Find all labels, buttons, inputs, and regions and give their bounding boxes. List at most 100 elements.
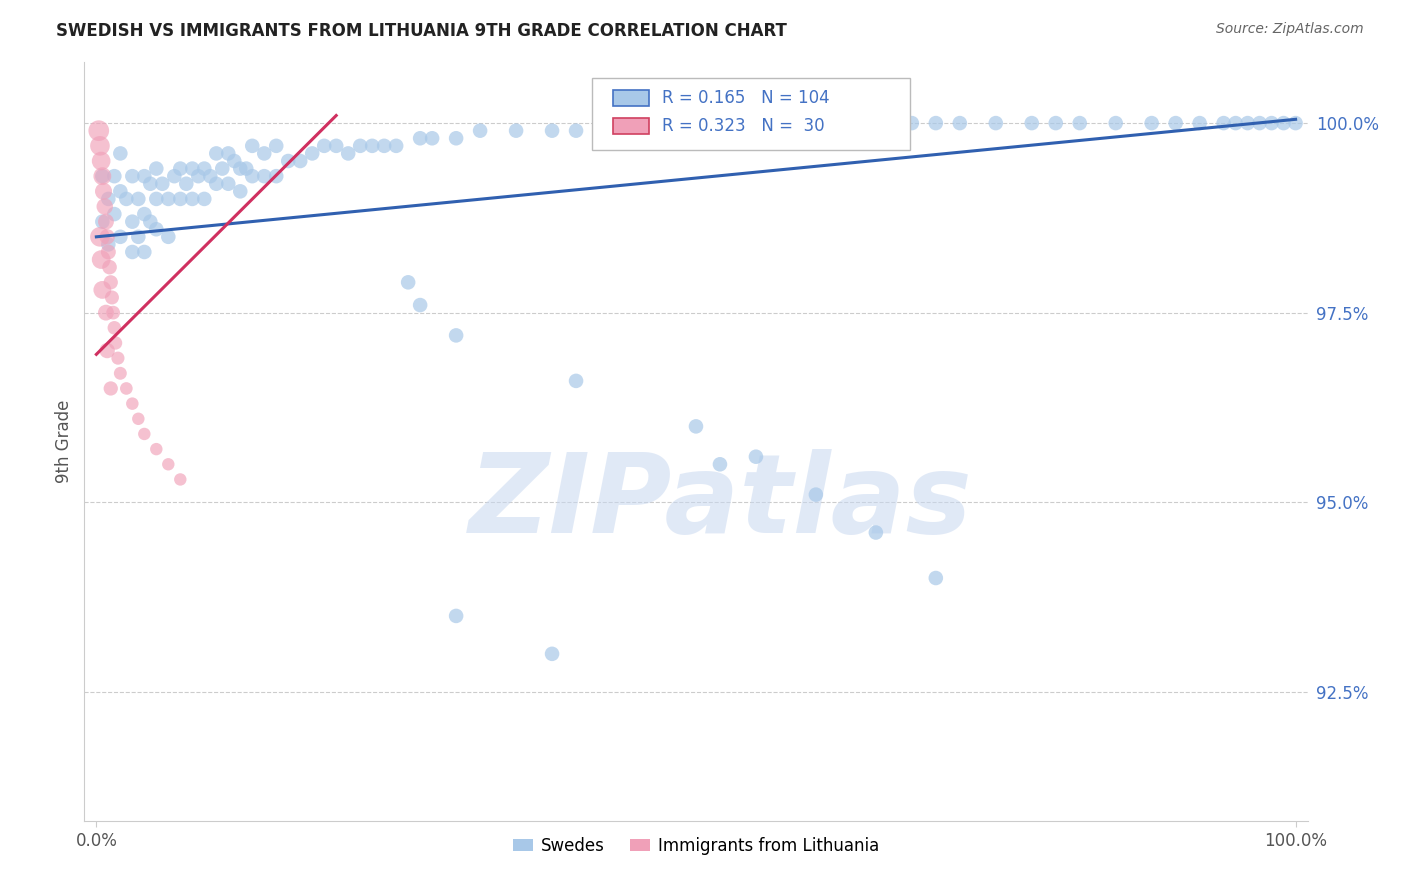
- Point: [94, 215, 117, 229]
- Point: [157, 458, 180, 472]
- Point: [925, 571, 948, 585]
- Point: [235, 161, 257, 176]
- Point: [134, 169, 156, 184]
- Y-axis label: 9th Grade: 9th Grade: [55, 400, 73, 483]
- Point: [91, 169, 114, 184]
- Point: [211, 161, 233, 176]
- Point: [1212, 116, 1234, 130]
- Point: [373, 139, 395, 153]
- Point: [224, 154, 246, 169]
- Point: [444, 131, 467, 145]
- Point: [277, 154, 299, 169]
- Point: [110, 146, 132, 161]
- Text: R = 0.323   N =  30: R = 0.323 N = 30: [662, 117, 824, 135]
- Point: [229, 185, 252, 199]
- Point: [127, 192, 149, 206]
- Point: [127, 412, 149, 426]
- Point: [134, 207, 156, 221]
- Point: [745, 450, 768, 464]
- Point: [181, 192, 204, 206]
- Point: [396, 276, 419, 290]
- Point: [325, 139, 347, 153]
- Point: [949, 116, 972, 130]
- Legend: Swedes, Immigrants from Lithuania: Swedes, Immigrants from Lithuania: [506, 830, 886, 862]
- Point: [1272, 116, 1295, 130]
- Point: [110, 230, 132, 244]
- Point: [90, 154, 112, 169]
- Point: [93, 200, 117, 214]
- Point: [163, 169, 186, 184]
- Point: [150, 177, 173, 191]
- Point: [101, 306, 124, 320]
- Point: [121, 215, 143, 229]
- Point: [200, 169, 222, 184]
- Point: [193, 161, 215, 176]
- Point: [901, 116, 924, 130]
- Point: [229, 161, 252, 176]
- Point: [314, 139, 336, 153]
- Point: [264, 139, 287, 153]
- Point: [349, 139, 371, 153]
- Point: [145, 161, 167, 176]
- FancyBboxPatch shape: [592, 78, 910, 150]
- Point: [301, 146, 323, 161]
- Point: [97, 192, 120, 206]
- Point: [240, 139, 263, 153]
- Point: [91, 215, 114, 229]
- Point: [925, 116, 948, 130]
- FancyBboxPatch shape: [613, 90, 650, 106]
- Point: [865, 116, 887, 130]
- Point: [110, 367, 132, 381]
- Point: [169, 192, 191, 206]
- Point: [90, 252, 112, 267]
- Point: [89, 230, 111, 244]
- Point: [865, 525, 887, 540]
- Point: [1105, 116, 1128, 130]
- Point: [205, 146, 228, 161]
- Point: [100, 382, 122, 396]
- Point: [1021, 116, 1043, 130]
- Text: R = 0.165   N = 104: R = 0.165 N = 104: [662, 89, 830, 107]
- Point: [89, 139, 111, 153]
- Point: [804, 116, 827, 130]
- Point: [217, 177, 239, 191]
- Point: [96, 343, 118, 358]
- Point: [444, 609, 467, 624]
- Point: [121, 169, 143, 184]
- Point: [157, 192, 180, 206]
- Text: ZIPatlas: ZIPatlas: [468, 449, 973, 556]
- Point: [193, 192, 215, 206]
- Point: [565, 124, 588, 138]
- Point: [97, 237, 120, 252]
- Point: [97, 245, 120, 260]
- Point: [87, 124, 110, 138]
- Point: [804, 488, 827, 502]
- Point: [91, 283, 114, 297]
- Point: [169, 161, 191, 176]
- Point: [444, 328, 467, 343]
- Point: [745, 116, 768, 130]
- Point: [110, 185, 132, 199]
- Point: [187, 169, 209, 184]
- FancyBboxPatch shape: [613, 118, 650, 135]
- Point: [780, 116, 803, 130]
- Point: [505, 124, 527, 138]
- Point: [121, 397, 143, 411]
- Point: [181, 161, 204, 176]
- Text: SWEDISH VS IMMIGRANTS FROM LITHUANIA 9TH GRADE CORRELATION CHART: SWEDISH VS IMMIGRANTS FROM LITHUANIA 9TH…: [56, 22, 787, 40]
- Point: [103, 321, 125, 335]
- Point: [100, 276, 122, 290]
- Point: [685, 419, 707, 434]
- Point: [709, 116, 731, 130]
- Point: [145, 192, 167, 206]
- Point: [96, 230, 118, 244]
- Point: [98, 260, 121, 275]
- Point: [709, 458, 731, 472]
- Point: [93, 185, 115, 199]
- Point: [139, 177, 162, 191]
- Point: [103, 169, 125, 184]
- Point: [115, 192, 138, 206]
- Point: [385, 139, 408, 153]
- Point: [685, 124, 707, 138]
- Point: [1140, 116, 1163, 130]
